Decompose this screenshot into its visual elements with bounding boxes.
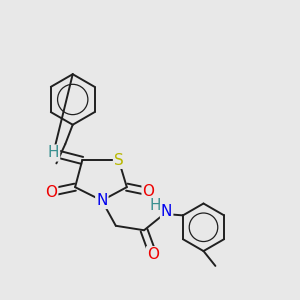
Text: H: H bbox=[150, 198, 161, 213]
Text: N: N bbox=[96, 193, 107, 208]
Text: S: S bbox=[114, 153, 124, 168]
Text: O: O bbox=[45, 185, 57, 200]
Text: O: O bbox=[142, 184, 154, 199]
Text: H: H bbox=[48, 146, 59, 160]
Text: N: N bbox=[161, 204, 172, 219]
Text: O: O bbox=[147, 247, 159, 262]
